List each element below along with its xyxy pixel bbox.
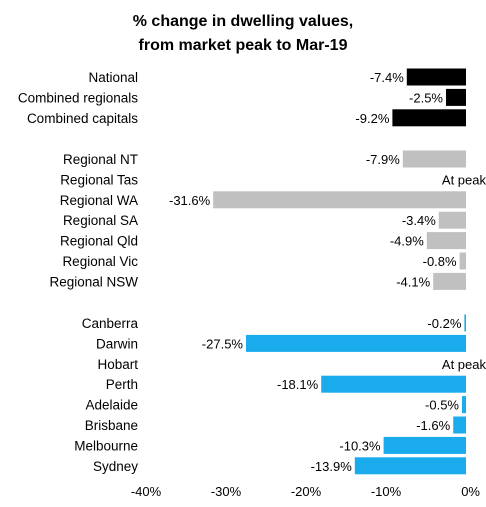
category-label-combined-regionals: Combined regionals xyxy=(18,90,138,105)
category-label-sydney: Sydney xyxy=(93,459,138,474)
bar-perth xyxy=(321,375,466,393)
category-label-regional-wa: Regional WA xyxy=(60,193,138,208)
chart-title-line-2: from market peak to Mar-19 xyxy=(139,37,348,54)
value-label-regional-nt: -7.9% xyxy=(366,152,400,167)
x-tick-label: -30% xyxy=(211,484,242,499)
bar-sydney xyxy=(354,457,466,475)
category-label-regional-vic: Regional Vic xyxy=(62,254,138,269)
chart-title-line-1: % change in dwelling values, xyxy=(133,13,354,30)
category-label-canberra: Canberra xyxy=(82,316,139,331)
value-label-regional-nsw: -4.1% xyxy=(396,274,430,289)
value-label-regional-tas: At peak xyxy=(442,172,486,187)
category-label-regional-tas: Regional Tas xyxy=(60,172,138,187)
value-label-brisbane: -1.6% xyxy=(416,418,450,433)
bar-combined-regionals xyxy=(446,88,466,106)
x-tick-label: -10% xyxy=(371,484,402,499)
value-label-regional-qld: -4.9% xyxy=(390,234,424,249)
bar-combined-capitals xyxy=(392,109,466,127)
value-label-combined-regionals: -2.5% xyxy=(409,90,443,105)
x-tick-label: 0% xyxy=(461,484,480,499)
bar-melbourne xyxy=(383,436,466,454)
category-label-regional-nt: Regional NT xyxy=(63,152,138,167)
value-label-perth: -18.1% xyxy=(277,377,319,392)
bar-regional-vic xyxy=(459,252,466,270)
bar-national xyxy=(406,68,466,86)
bar-regional-nt xyxy=(402,150,466,168)
category-label-hobart: Hobart xyxy=(97,357,138,372)
value-label-darwin: -27.5% xyxy=(202,336,244,351)
category-label-brisbane: Brisbane xyxy=(85,418,138,433)
chart-bars: National -7.4% Combined regionals -2.5% Comb… xyxy=(18,68,486,475)
bar-canberra xyxy=(464,314,466,332)
bar-darwin xyxy=(246,334,466,352)
value-label-regional-wa: -31.6% xyxy=(169,193,211,208)
value-label-regional-vic: -0.8% xyxy=(423,254,457,269)
value-label-sydney: -13.9% xyxy=(311,459,353,474)
bar-regional-sa xyxy=(438,211,466,229)
x-axis: -40% -30% -20% -10% 0% xyxy=(131,484,481,499)
category-label-perth: Perth xyxy=(106,377,138,392)
x-tick-label: -40% xyxy=(131,484,162,499)
bar-regional-qld xyxy=(426,232,466,250)
category-label-regional-nsw: Regional NSW xyxy=(49,274,138,289)
value-label-canberra: -0.2% xyxy=(427,316,461,331)
category-label-regional-sa: Regional SA xyxy=(63,213,138,228)
category-label-darwin: Darwin xyxy=(96,336,138,351)
value-label-national: -7.4% xyxy=(370,70,404,85)
bar-regional-nsw xyxy=(433,272,466,290)
value-label-regional-sa: -3.4% xyxy=(402,213,436,228)
category-label-combined-capitals: Combined capitals xyxy=(27,111,138,126)
value-label-hobart: At peak xyxy=(442,357,486,372)
chart-title: % change in dwelling values, from market … xyxy=(133,13,354,54)
category-label-adelaide: Adelaide xyxy=(85,398,138,413)
value-label-combined-capitals: -9.2% xyxy=(355,111,389,126)
value-label-melbourne: -10.3% xyxy=(339,438,381,453)
value-label-adelaide: -0.5% xyxy=(425,398,459,413)
bar-regional-wa xyxy=(213,191,466,209)
bar-brisbane xyxy=(453,416,466,434)
category-label-national: National xyxy=(88,70,138,85)
category-label-melbourne: Melbourne xyxy=(74,438,138,453)
category-label-regional-qld: Regional Qld xyxy=(60,234,138,249)
bar-adelaide xyxy=(462,396,466,414)
x-tick-label: -20% xyxy=(291,484,322,499)
